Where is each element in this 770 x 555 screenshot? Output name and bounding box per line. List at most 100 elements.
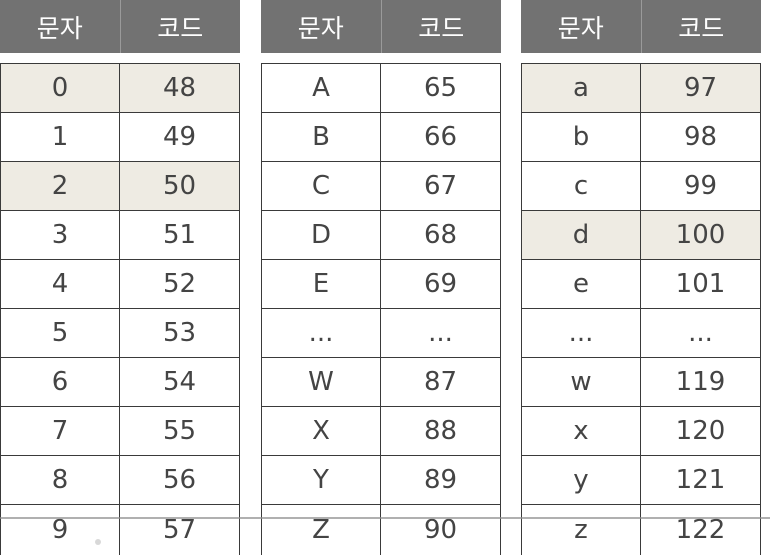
char-cell: 0 (1, 64, 119, 112)
char-cell: B (312, 122, 330, 152)
table-header: 문자 코드 (521, 0, 761, 53)
code-cell: 100 (640, 211, 760, 259)
char-cell: 2 (1, 162, 119, 210)
code-cell: 66 (380, 113, 500, 161)
table-row: 9 57 (1, 505, 239, 555)
char-cell: ... (568, 318, 594, 348)
header-char: 문자 (297, 13, 344, 43)
table-row: A 65 (262, 64, 500, 113)
code-cell: 98 (640, 113, 760, 161)
code-cell: 89 (380, 456, 500, 504)
code-cell: 49 (119, 113, 239, 161)
code-cell: 101 (640, 260, 760, 308)
char-cell: E (312, 269, 330, 299)
char-cell: A (312, 73, 330, 103)
table-header: 문자 코드 (261, 0, 501, 53)
table-body: a 97 b 98 c 99 d 100 e 101...... w 119 x 120 y 121 z 122 (521, 63, 761, 555)
uppercase-table: 문자 코드 A 65 B 66 C 67 D 68 E 69...... W 87 X 88 Y 89 Z 90 (261, 0, 501, 555)
table-row: 5 53 (1, 309, 239, 358)
table-row: x 120 (522, 407, 760, 456)
char-cell: d (522, 211, 640, 259)
table-row: 8 56 (1, 456, 239, 505)
char-cell: a (522, 64, 640, 112)
table-row: W 87 (262, 358, 500, 407)
table-row: 3 51 (1, 211, 239, 260)
code-cell: 53 (119, 309, 239, 357)
char-cell: e (573, 269, 589, 299)
code-cell: 51 (119, 211, 239, 259)
char-cell: X (312, 416, 330, 446)
code-cell: 69 (380, 260, 500, 308)
table-row: Z 90 (262, 505, 500, 555)
table-row: 7 55 (1, 407, 239, 456)
table-row: b 98 (522, 113, 760, 162)
code-cell: 122 (640, 505, 760, 555)
dot-mark (95, 539, 101, 545)
char-cell: W (308, 367, 334, 397)
code-cell: 87 (380, 358, 500, 406)
scan-line (0, 517, 770, 519)
table-row: 2 50 (1, 162, 239, 211)
code-cell: 67 (380, 162, 500, 210)
table-row: ...... (522, 309, 760, 358)
table-row: a 97 (522, 64, 760, 113)
char-cell: 9 (51, 515, 69, 545)
table-row: B 66 (262, 113, 500, 162)
table-row: z 122 (522, 505, 760, 555)
table-row: C 67 (262, 162, 500, 211)
table-row: 6 54 (1, 358, 239, 407)
char-cell: 7 (51, 416, 69, 446)
header-code: 코드 (640, 0, 762, 53)
table-header: 문자 코드 (0, 0, 240, 53)
table-body: A 65 B 66 C 67 D 68 E 69...... W 87 X 88 Y 89 Z 90 (261, 63, 501, 555)
char-cell: z (574, 515, 588, 545)
header-char: 문자 (557, 13, 604, 43)
code-cell: 56 (119, 456, 239, 504)
code-cell: ... (640, 309, 760, 357)
table-row: 4 52 (1, 260, 239, 309)
digits-table: 문자 코드 0 48 1 49 2 50 3 51 4 52 5 53 6 54 7 55 8 56 9 57 (0, 0, 240, 555)
char-cell: ... (308, 318, 334, 348)
char-cell: 1 (51, 122, 69, 152)
code-cell: 99 (640, 162, 760, 210)
table-row: e 101 (522, 260, 760, 309)
code-cell: 54 (119, 358, 239, 406)
char-cell: 6 (51, 367, 69, 397)
char-cell: w (570, 367, 592, 397)
char-cell: 3 (51, 220, 69, 250)
char-cell: y (573, 465, 589, 495)
table-row: ...... (262, 309, 500, 358)
lowercase-table: 문자 코드 a 97 b 98 c 99 d 100 e 101...... w 119 x 120 y 12… (521, 0, 761, 555)
char-cell: Y (313, 465, 329, 495)
code-cell: ... (380, 309, 500, 357)
char-cell: 4 (51, 269, 69, 299)
code-cell: 88 (380, 407, 500, 455)
code-cell: 90 (380, 505, 500, 555)
char-cell: 5 (51, 318, 69, 348)
table-row: D 68 (262, 211, 500, 260)
char-cell: Z (312, 515, 330, 545)
header-code: 코드 (380, 0, 502, 53)
table-row: 0 48 (1, 64, 239, 113)
code-cell: 52 (119, 260, 239, 308)
table-row: y 121 (522, 456, 760, 505)
table-body: 0 48 1 49 2 50 3 51 4 52 5 53 6 54 7 55 8 56 9 57 (0, 63, 240, 555)
code-cell: 55 (119, 407, 239, 455)
code-cell: 97 (640, 64, 760, 112)
table-row: X 88 (262, 407, 500, 456)
char-cell: b (572, 122, 590, 152)
code-cell: 121 (640, 456, 760, 504)
table-row: d 100 (522, 211, 760, 260)
char-cell: C (311, 171, 331, 201)
table-row: c 99 (522, 162, 760, 211)
code-cell: 119 (640, 358, 760, 406)
code-cell: 120 (640, 407, 760, 455)
header-char: 문자 (36, 13, 83, 43)
char-cell: D (310, 220, 332, 250)
code-cell: 57 (119, 505, 239, 555)
code-cell: 48 (119, 64, 239, 112)
table-row: 1 49 (1, 113, 239, 162)
code-cell: 65 (380, 64, 500, 112)
table-row: E 69 (262, 260, 500, 309)
header-code: 코드 (119, 0, 241, 53)
